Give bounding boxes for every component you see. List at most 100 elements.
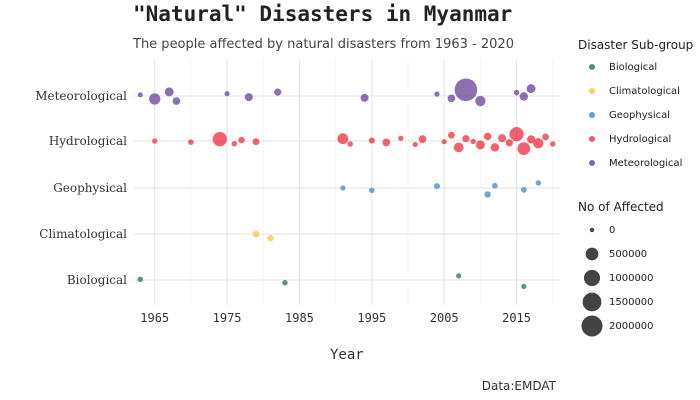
size-legend-label-1500000: 1500000 (609, 297, 654, 308)
size-legend-label-1000000: 1000000 (609, 273, 654, 284)
y-tick-label-geophysical: Geophysical (53, 181, 127, 195)
legend-dot-hydrological (589, 136, 595, 142)
point-meteorological-2015 (513, 89, 520, 96)
legend-dot-meteorological (589, 160, 595, 166)
point-hydrological-1977 (238, 136, 245, 144)
size-legend-label-500000: 500000 (609, 249, 648, 260)
point-meteorological-1994 (360, 93, 369, 102)
point-hydrological-1997 (382, 138, 391, 147)
point-hydrological-2020 (550, 141, 556, 147)
y-tick-labels: Biological Climatological Geophysical Hydro… (35, 89, 127, 287)
x-tick-label-2005: 2005 (430, 311, 459, 325)
point-hydrological-2005 (441, 139, 447, 145)
size-legend-dot-1500000 (582, 292, 602, 312)
point-hydrological-2001 (412, 141, 418, 148)
point-hydrological-2008 (462, 135, 470, 143)
point-meteorological-1978 (244, 93, 253, 102)
y-tick-label-hydrological: Hydrological (49, 134, 127, 148)
point-hydrological-1992 (347, 141, 353, 147)
point-climatological-1981 (267, 234, 274, 242)
data-points (137, 78, 556, 290)
point-hydrological-1979 (252, 138, 260, 146)
legend-label-biological: Biological (609, 62, 658, 73)
point-hydrological-1999 (398, 135, 404, 141)
y-tick-label-meteorological: Meteorological (35, 89, 127, 103)
point-climatological-1979 (252, 230, 260, 238)
point-hydrological-2010 (475, 140, 485, 150)
point-hydrological-2012 (490, 143, 500, 152)
x-tick-label-2015: 2015 (502, 311, 531, 325)
point-hydrological-2009 (470, 138, 476, 145)
x-tick-label-1965: 1965 (140, 311, 169, 325)
x-tick-label-1995: 1995 (357, 311, 386, 325)
point-geophysical-1995 (369, 187, 375, 194)
point-meteorological-2017 (526, 84, 536, 94)
color-legend-title: Disaster Sub-group (578, 38, 694, 52)
point-hydrological-2018 (533, 138, 544, 149)
point-biological-2007 (456, 273, 462, 279)
point-hydrological-2011 (483, 132, 492, 141)
size-legend-dot-1000000 (583, 269, 601, 287)
y-tick-label-climatological: Climatological (39, 227, 127, 241)
legend-label-geophysical: Geophysical (609, 110, 671, 121)
point-biological-2016 (521, 283, 527, 290)
x-tick-label-1975: 1975 (213, 311, 242, 325)
point-meteorological-2004 (434, 91, 440, 97)
point-hydrological-1965 (152, 138, 158, 144)
point-hydrological-2007 (453, 142, 464, 153)
point-hydrological-2016 (517, 142, 531, 155)
size-legend-dot-2000000 (581, 315, 603, 337)
legend-label-meteorological: Meteorological (609, 158, 683, 169)
point-meteorological-1963 (137, 92, 143, 98)
point-meteorological-1965 (149, 93, 161, 105)
x-tick-labels: 1965 1975 1985 1995 2005 2015 (140, 311, 531, 325)
point-geophysical-2012 (492, 182, 498, 189)
point-geophysical-1991 (340, 185, 346, 191)
legend-dot-biological (589, 64, 595, 70)
legend-dot-geophysical (589, 112, 595, 118)
legend-label-climatological: Climatological (609, 86, 680, 97)
point-hydrological-1976 (231, 141, 238, 147)
size-legend-label-2000000: 2000000 (609, 321, 654, 332)
point-hydrological-1995 (368, 137, 375, 144)
point-hydrological-2019 (542, 133, 549, 141)
x-tick-label-1985: 1985 (285, 311, 314, 325)
point-hydrological-1974 (212, 132, 227, 147)
x-axis-label: Year (330, 347, 364, 363)
chart-title: "Natural" Disasters in Myanmar (133, 2, 513, 26)
legend-label-hydrological: Hydrological (609, 134, 672, 145)
point-hydrological-2015 (509, 126, 524, 142)
point-meteorological-1967 (164, 87, 174, 97)
size-legend-dot-0 (589, 227, 595, 233)
point-hydrological-2002 (418, 135, 427, 144)
grid-lines (133, 60, 560, 305)
point-meteorological-2006 (447, 94, 456, 103)
point-meteorological-2008 (454, 78, 478, 102)
point-geophysical-2011 (484, 191, 491, 198)
size-legend-dot-500000 (585, 247, 599, 261)
y-tick-label-biological: Biological (67, 273, 127, 287)
point-geophysical-2018 (535, 180, 542, 186)
point-biological-1983 (282, 280, 288, 286)
legend-marks (581, 64, 603, 337)
point-hydrological-1991 (337, 133, 349, 145)
point-biological-1963 (137, 276, 143, 283)
size-legend-label-0: 0 (609, 225, 616, 236)
point-hydrological-2017 (526, 135, 536, 144)
point-meteorological-1975 (224, 91, 230, 97)
point-hydrological-2006 (448, 131, 455, 139)
point-meteorological-1968 (172, 97, 181, 105)
point-geophysical-2016 (520, 186, 527, 193)
point-hydrological-2014 (505, 139, 513, 147)
point-hydrological-1970 (188, 139, 194, 145)
point-meteorological-2010 (475, 95, 486, 107)
point-meteorological-2016 (519, 92, 529, 101)
chart-subtitle: The people affected by natural disasters… (133, 37, 514, 52)
size-legend-title: No of Affected (578, 200, 664, 214)
point-meteorological-1982 (274, 88, 282, 96)
legend-dot-climatological (589, 88, 595, 94)
point-geophysical-2004 (433, 183, 440, 190)
point-hydrological-2013 (498, 134, 507, 143)
chart-caption: Data:EMDAT (481, 379, 556, 393)
